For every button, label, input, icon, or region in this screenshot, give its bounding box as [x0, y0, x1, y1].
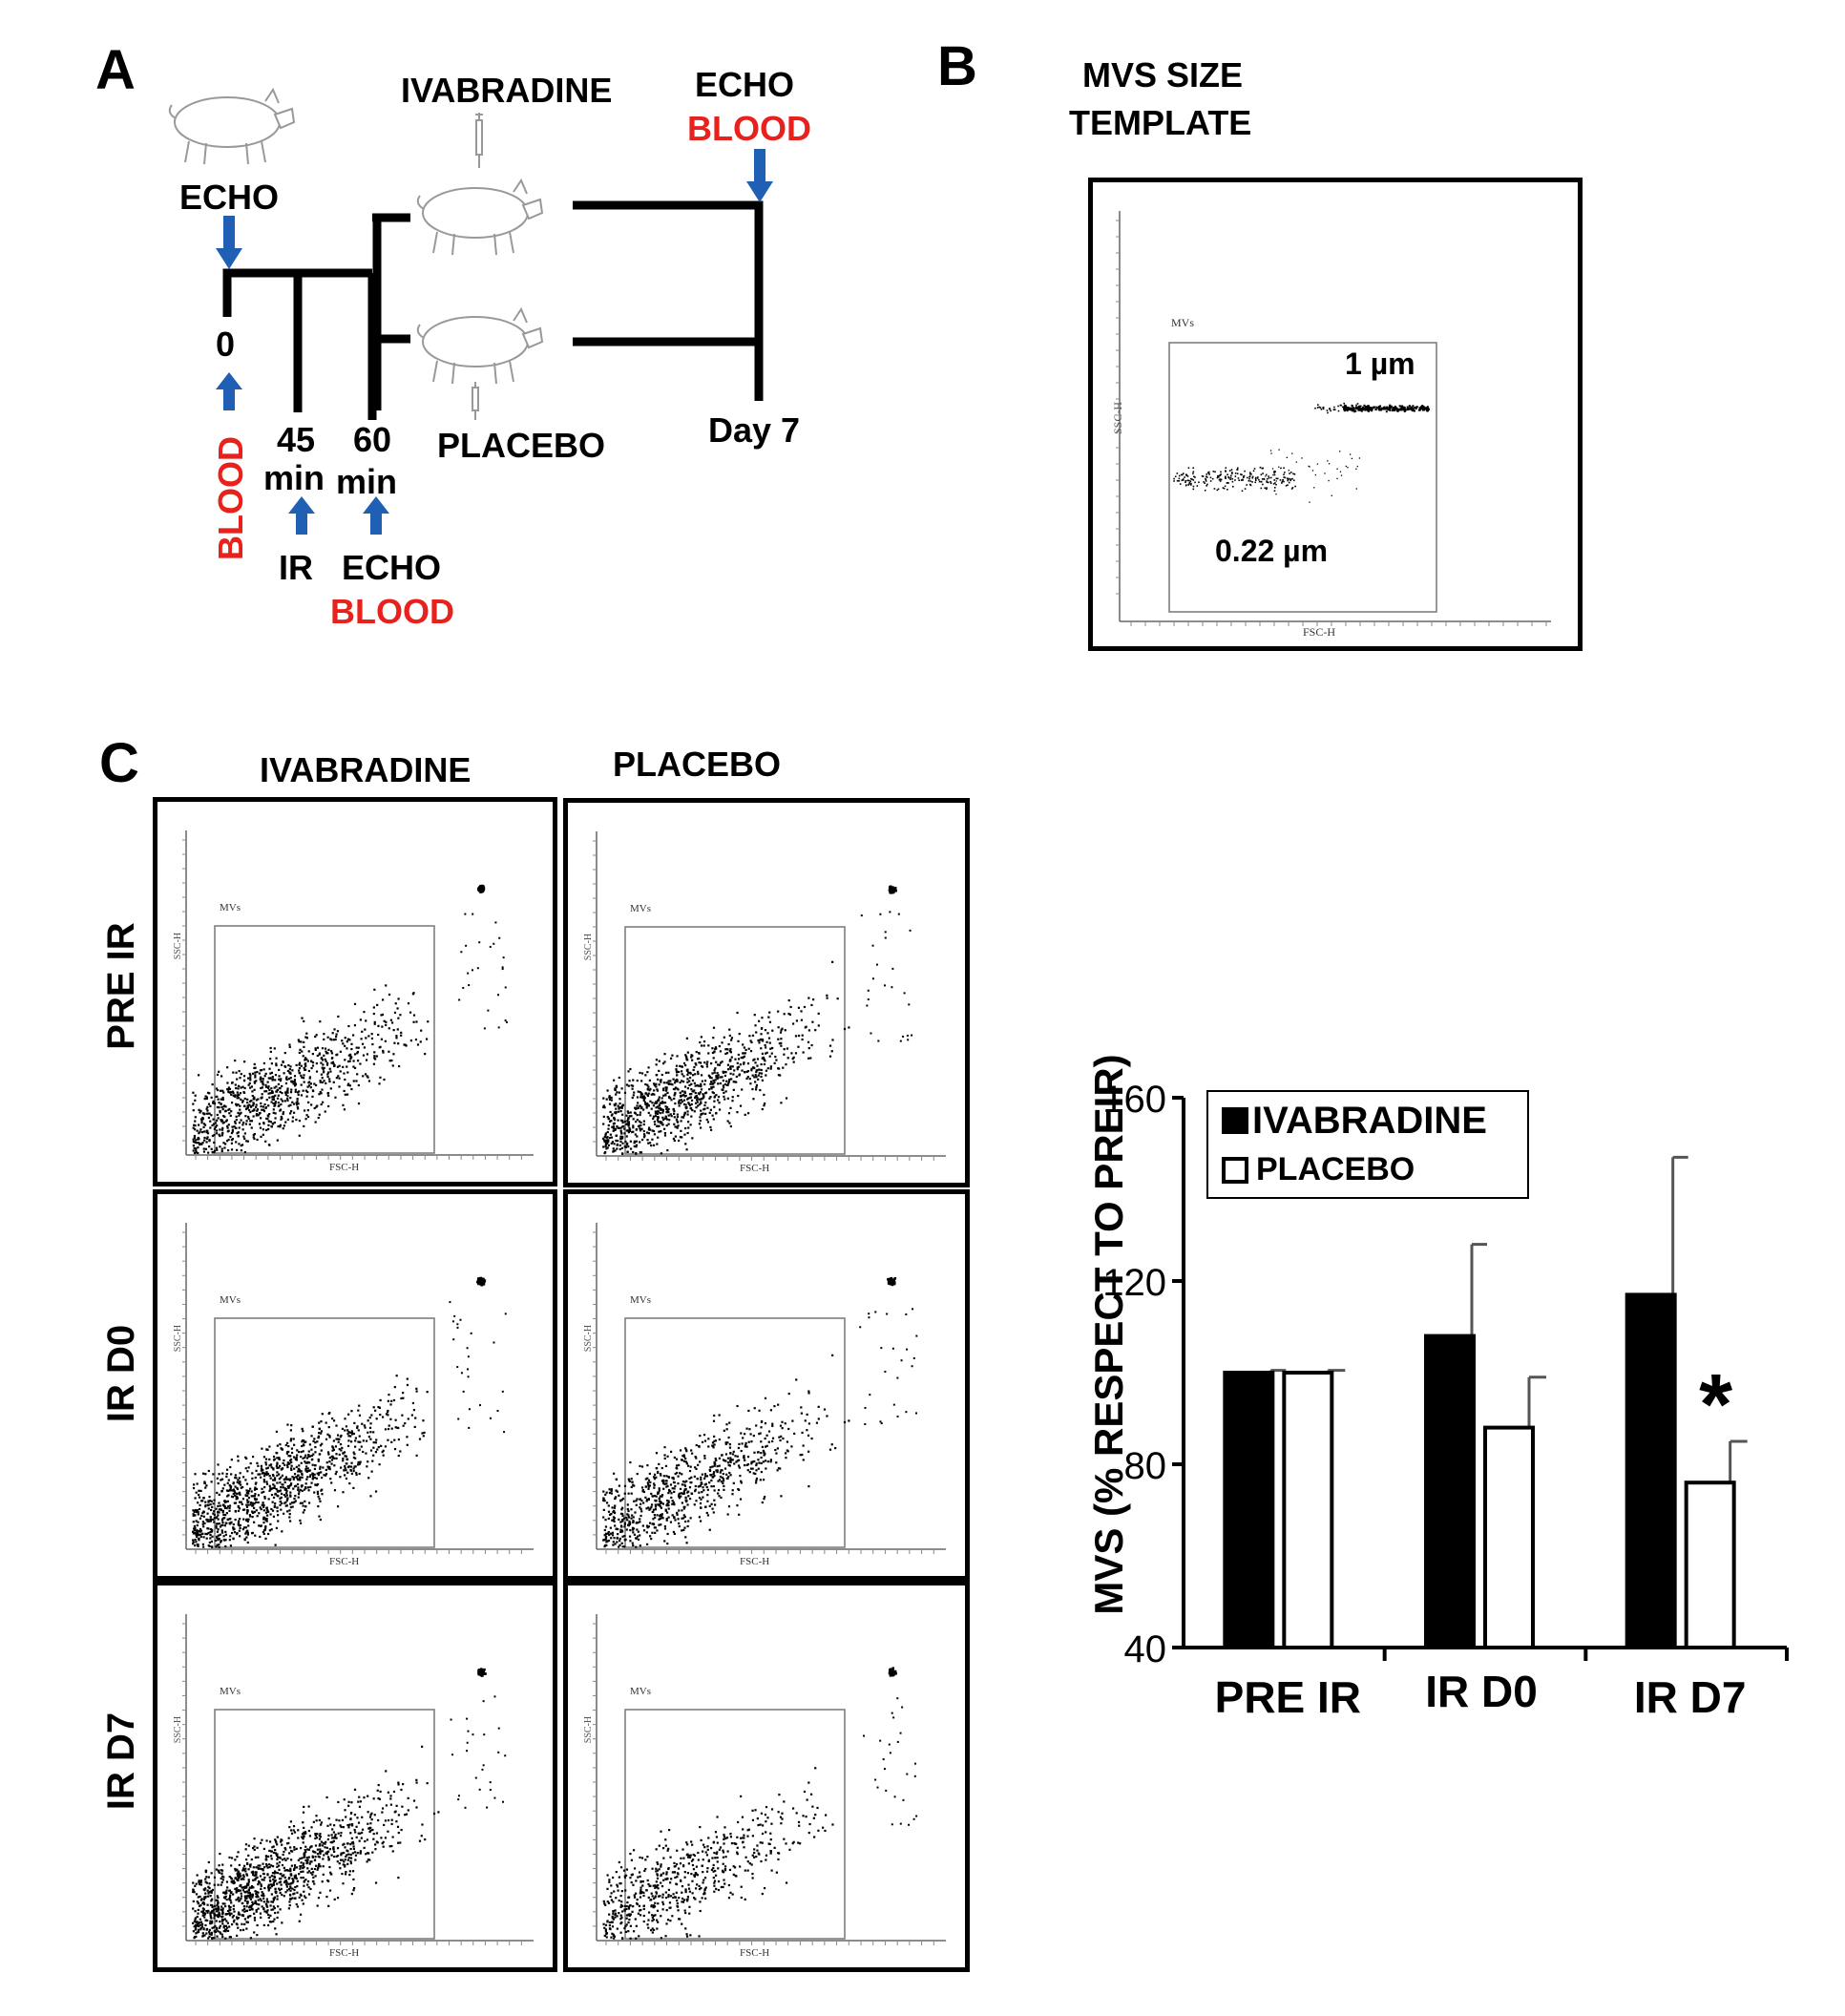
- bar-placebo-ir-d0: [1483, 1425, 1535, 1649]
- flow-plot-gate-label: MVs: [630, 903, 652, 914]
- flow-plot-svg: [182, 1223, 534, 1554]
- legend-label-ivabradine: IVABRADINE: [1252, 1100, 1487, 1142]
- flow-plot-gate-label: MVs: [220, 902, 241, 914]
- pig-icon-placebo: [416, 306, 544, 385]
- legend-swatch-ivabradine: [1222, 1107, 1248, 1134]
- flow-plot-x-axis: FSC-H: [329, 1162, 360, 1173]
- label-ivabradine: IVABRADINE: [401, 71, 613, 110]
- y-tick-label: 120: [1102, 1262, 1166, 1304]
- flow-plot-ir-d7-placebo: [563, 1581, 970, 1972]
- label-blood-end: BLOOD: [687, 109, 811, 148]
- arrow-down-icon-echo-start: [216, 216, 242, 269]
- flow-plot-svg: [182, 1614, 534, 1945]
- size-template-gate-label: MVs: [1171, 316, 1195, 329]
- y-tick-label: 160: [1102, 1079, 1166, 1121]
- flow-plot-x-axis: FSC-H: [740, 1947, 770, 1959]
- size-label-1um: 1 µm: [1345, 346, 1415, 381]
- syringe-icon-placebo: [472, 382, 479, 420]
- x-category-label: IR D7: [1634, 1672, 1747, 1722]
- label-time-45-unit: min: [263, 458, 325, 497]
- panel-b-title-line1: MVS SIZE: [1082, 55, 1244, 94]
- flow-plot-x-axis: FSC-H: [329, 1556, 360, 1567]
- bar-placebo-ir-d7: [1684, 1480, 1736, 1649]
- arrow-up-icon-blood-start: [216, 372, 242, 410]
- panel-a-letter: A: [95, 39, 136, 101]
- y-tick-label: 80: [1124, 1445, 1167, 1487]
- flow-plot-ir-d7-ivabradine: [153, 1581, 557, 1972]
- legend-swatch-placebo: [1222, 1157, 1248, 1184]
- label-blood-60: BLOOD: [330, 592, 454, 631]
- flow-plot-ir-d0-placebo: [563, 1189, 970, 1581]
- label-placebo: PLACEBO: [437, 426, 606, 465]
- flow-plot-x-axis: FSC-H: [740, 1556, 770, 1567]
- size-label-022um: 0.22 µm: [1215, 534, 1329, 568]
- label-day7: Day 7: [708, 410, 801, 450]
- pig-icon-baseline: [168, 87, 296, 165]
- arrow-down-icon-echo-end: [746, 149, 773, 202]
- label-time-60: 60: [353, 420, 392, 459]
- y-tick-label: 40: [1124, 1628, 1167, 1670]
- timeline-diagram: [222, 200, 764, 420]
- arrow-up-icon-echo-60: [363, 496, 389, 535]
- significance-asterisk: *: [1699, 1357, 1732, 1453]
- label-time-60-unit: min: [336, 462, 398, 501]
- col-header-placebo: PLACEBO: [613, 745, 782, 784]
- flow-plot-ir-d0-ivabradine: [153, 1189, 557, 1581]
- size-template-x-axis: FSC-H: [1303, 625, 1336, 639]
- syringe-icon-ivabradine: [475, 113, 483, 168]
- flow-plot-gate-label: MVs: [220, 1686, 241, 1697]
- label-ir: IR: [279, 548, 313, 587]
- panel-b-letter: B: [937, 35, 977, 97]
- arrow-up-icon-ir: [288, 496, 315, 535]
- flow-plot-pre-ir-placebo: [563, 798, 970, 1187]
- x-category-label: PRE IR: [1215, 1672, 1361, 1722]
- flow-plot-svg: [593, 1614, 946, 1945]
- size-template-plot: [1116, 211, 1551, 626]
- chart-legend: IVABRADINE PLACEBO: [1206, 1090, 1529, 1199]
- label-echo-end: ECHO: [695, 65, 795, 104]
- label-time-0: 0: [216, 325, 236, 364]
- flow-plot-gate-label: MVs: [220, 1294, 241, 1306]
- size-template-frame: MVs FSC-H SSC-H 1 µm 0.22 µm: [1088, 178, 1583, 651]
- bar-ivabradine-ir-d7: [1625, 1292, 1677, 1650]
- flow-plot-pre-ir-ivabradine: [153, 797, 557, 1186]
- flow-plot-x-axis: FSC-H: [329, 1947, 360, 1959]
- bar-ivabradine-pre-ir: [1223, 1371, 1275, 1649]
- flow-plot-x-axis: FSC-H: [740, 1163, 770, 1174]
- label-echo-60: ECHO: [342, 548, 442, 587]
- flow-plot-gate-label: MVs: [630, 1686, 652, 1697]
- flow-plot-svg: [182, 830, 534, 1160]
- label-time-45: 45: [277, 420, 316, 459]
- label-echo-start: ECHO: [179, 178, 280, 217]
- bar-ivabradine-ir-d0: [1424, 1334, 1476, 1649]
- legend-label-placebo: PLACEBO: [1256, 1151, 1415, 1187]
- bar-placebo-pre-ir: [1282, 1371, 1334, 1649]
- panel-c-letter: C: [99, 732, 139, 794]
- col-header-ivabradine: IVABRADINE: [260, 750, 472, 789]
- flow-plot-gate-label: MVs: [630, 1294, 652, 1306]
- panel-b-title-line2: TEMPLATE: [1069, 103, 1252, 142]
- pig-icon-ivabradine: [416, 178, 544, 256]
- flow-plot-svg: [593, 1223, 946, 1554]
- flow-plot-svg: [593, 831, 946, 1161]
- x-category-label: IR D0: [1425, 1667, 1538, 1716]
